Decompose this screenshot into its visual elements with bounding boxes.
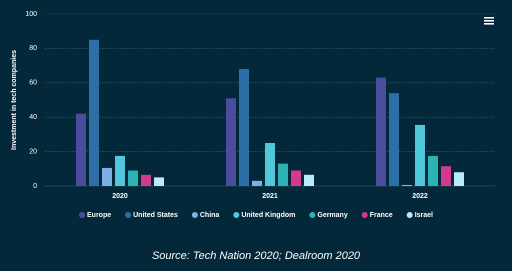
y-tick-label: 80 [29, 45, 37, 52]
legend-label: China [200, 212, 220, 219]
y-tick-label: 0 [33, 183, 37, 190]
menu-bar [484, 23, 494, 25]
y-tick-label: 20 [29, 148, 37, 155]
x-tick-label: 2022 [412, 193, 428, 200]
y-tick-label: 40 [29, 114, 37, 121]
bar [278, 163, 288, 186]
bar [304, 174, 314, 186]
menu-button[interactable] [484, 17, 494, 25]
x-tick-label: 2021 [262, 193, 278, 200]
legend-marker [406, 212, 413, 218]
bar [76, 113, 86, 186]
y-axis-label: Investment in tech companies [11, 50, 18, 150]
bar [389, 93, 399, 186]
y-tick-label: 100 [25, 11, 37, 18]
bar [428, 155, 438, 186]
bar [154, 177, 164, 186]
legend-label: United States [133, 212, 178, 219]
menu-bar [484, 17, 494, 19]
legend-label: Europe [87, 212, 111, 219]
bar [265, 143, 275, 186]
menu-bar [484, 20, 494, 22]
bar [89, 39, 99, 186]
bar [402, 184, 412, 186]
legend-label: United Kingdom [241, 212, 295, 219]
legend-label: France [370, 212, 393, 219]
legend-label: Israel [415, 212, 433, 219]
bar [115, 155, 125, 186]
bar [102, 167, 112, 186]
legend-label: Germany [317, 212, 347, 219]
legend-marker [125, 212, 132, 218]
bar [239, 69, 249, 186]
bar [141, 174, 151, 186]
bar [291, 170, 301, 186]
bar [376, 77, 386, 186]
legend-marker [361, 212, 368, 218]
y-tick-label: 60 [29, 80, 37, 87]
legend-marker [191, 212, 198, 218]
legend-marker [79, 212, 85, 218]
bar [454, 172, 464, 186]
source-note: Source: Tech Nation 2020; Dealroom 2020 [152, 250, 361, 262]
bar [415, 124, 425, 186]
bar [226, 98, 236, 186]
bar [128, 170, 138, 186]
bar [441, 166, 451, 186]
x-tick-label: 2020 [112, 193, 128, 200]
legend-marker [233, 212, 240, 218]
bar [252, 180, 262, 186]
legend-marker [309, 212, 316, 218]
